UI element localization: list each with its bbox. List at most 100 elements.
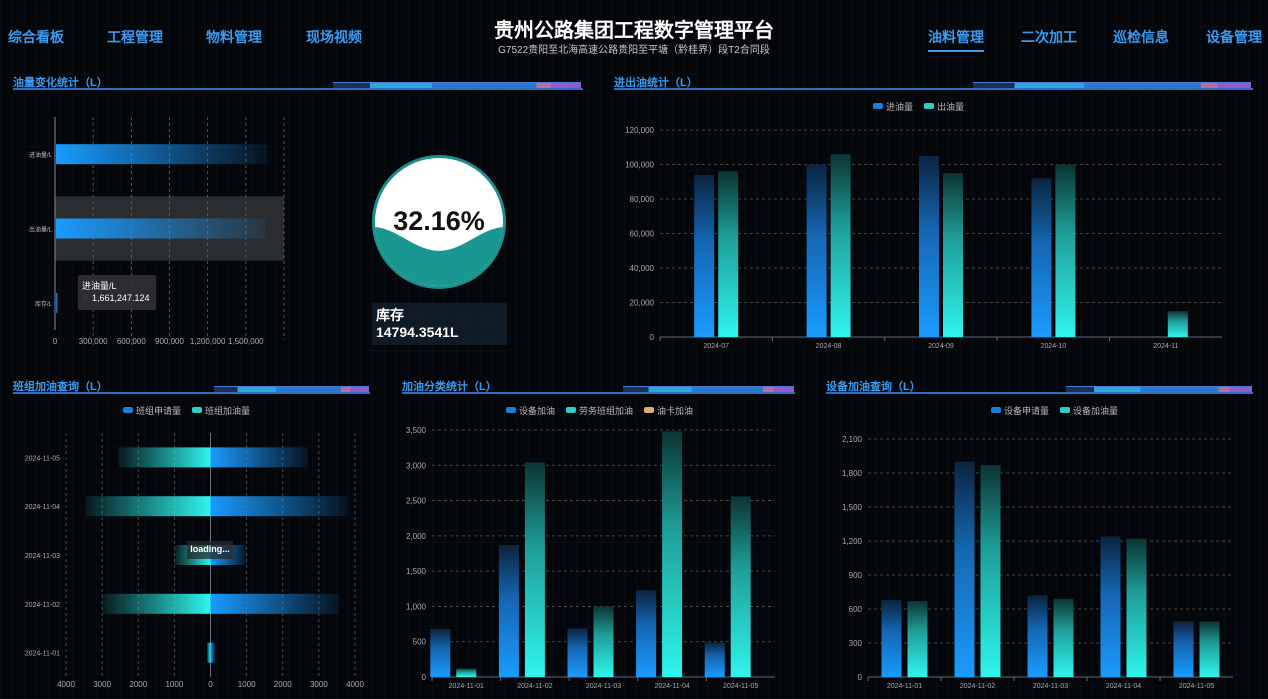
title-decoration [214,386,369,392]
nav-project[interactable]: 工程管理 [107,29,163,45]
legend-swatch-icon [991,407,1001,413]
legend-swatch-icon [506,407,516,413]
x-tick-label: 2024-09 [928,343,954,350]
bar [954,461,975,677]
bar [1053,598,1074,677]
y-tick-label: 库存/L [35,300,53,308]
legend-label: 设备加油量 [1073,405,1118,416]
y-tick-label: 900 [849,571,863,580]
legend-swatch-icon [873,103,883,109]
loading-indicator: loading... [187,541,233,559]
bar [498,545,519,677]
bar [730,496,751,677]
bar [1167,311,1188,337]
x-tick-label: 2024-11-01 [449,683,484,690]
y-tick-label: 出油量/L [29,226,53,234]
x-tick-label: 2000 [274,680,292,689]
y-tick-label: 2024-11-04 [25,504,60,511]
y-tick-label: 1,800 [842,469,863,478]
stock-value: 14794.3541L [376,324,459,340]
bar [210,593,339,614]
legend-swatch-icon [123,407,133,413]
bar [1199,621,1220,677]
x-tick-label: 2024-11 [1153,343,1178,350]
x-tick-label: 1,500,000 [228,337,264,346]
y-tick-label: 2024-11-05 [25,455,60,462]
legend-label: 班组申请量 [136,405,181,416]
divider [402,392,795,394]
page-subtitle: G7522贵阳至北海高速公路贵阳至平塘（黔桂界）段T2合同段 [498,45,770,56]
bar [806,164,827,337]
legend-label: 设备申请量 [1004,405,1049,416]
tooltip-series: 进油量/L [82,281,117,291]
bar [943,173,963,337]
bar [919,155,939,337]
panel-title-equipment: 设备加油查询（L） [826,381,921,393]
chart-tooltip: 进油量/L 1,661,247.124 [78,275,156,310]
nav-inspection[interactable]: 巡检信息 [1113,29,1169,45]
y-tick-label: 2,100 [842,435,863,444]
legend-swatch-icon [192,407,202,413]
y-tick-label: 进油量/L [29,151,53,159]
bar [704,642,725,677]
x-tick-label: 2024-11-02 [960,683,995,690]
bar [1027,595,1048,677]
x-tick-label: 2024-11-03 [1033,683,1068,690]
bar [102,593,211,614]
y-tick-label: 2024-11-01 [25,651,60,658]
y-tick-label: 1,000 [406,602,427,611]
y-tick-label: 2,000 [406,532,427,541]
inventory-gauge: 32.16% [372,155,506,289]
x-tick-label: 1,200,000 [190,337,226,346]
bar [56,218,266,239]
bar [56,292,58,313]
bar [1055,164,1076,337]
legend-label: 出油量 [937,101,964,112]
y-tick-label: 100,000 [625,161,654,170]
legend-label: 劳务班组加油 [579,405,633,416]
x-tick-label: 1000 [238,680,256,689]
bar [718,171,739,337]
nav-processing[interactable]: 二次加工 [1021,29,1077,45]
bar [1173,621,1194,677]
bar [980,465,1001,677]
nav-overview[interactable]: 综合看板 [8,29,64,45]
nav-equipment[interactable]: 设备管理 [1206,29,1262,45]
x-tick-label: 4000 [346,680,364,689]
x-tick-label: 2024-10 [1041,343,1067,350]
gauge-wave [375,226,503,286]
legend-label: 班组加油量 [205,405,250,416]
nav-oil[interactable]: 油料管理 [928,27,984,52]
bar [524,462,545,677]
bar [1100,536,1121,677]
y-tick-label: 2,500 [406,497,427,506]
x-tick-label: 2024-11-04 [1106,683,1141,690]
y-tick-label: 2024-11-03 [25,553,60,560]
x-tick-label: 2024-11-05 [723,683,758,690]
legend-swatch-icon [1060,407,1070,413]
legend-label: 进油量 [886,101,913,112]
x-tick-label: 2024-11-02 [517,683,552,690]
title-decoration [623,386,794,392]
x-tick-label: 0 [208,680,213,689]
bar [456,668,477,677]
x-tick-label: 2024-11-04 [654,683,689,690]
y-tick-label: 600 [849,605,863,614]
bar [206,642,211,663]
title-decoration [1066,386,1252,392]
x-tick-label: 300,000 [79,337,108,346]
x-tick-label: 2024-07 [703,343,729,350]
legend-swatch-icon [566,407,576,413]
y-tick-label: 1,200 [842,537,863,546]
bar [56,144,268,165]
y-tick-label: 1,500 [842,503,863,512]
nav-material[interactable]: 物料管理 [206,29,262,45]
y-tick-label: 80,000 [630,195,655,204]
bar [85,496,211,517]
y-tick-label: 3,500 [406,426,427,435]
divider [13,392,370,394]
tooltip-marker-icon [82,294,88,300]
divider [13,88,583,90]
nav-video[interactable]: 现场视频 [306,29,362,45]
